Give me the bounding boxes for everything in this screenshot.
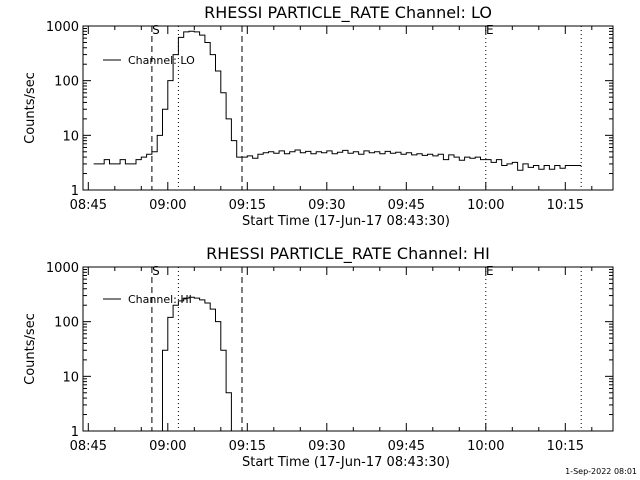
x-tick-label-hi: 09:45 (388, 439, 425, 454)
y-tick-label-hi: 1 (71, 425, 79, 440)
chart-title-lo: RHESSI PARTICLE_RATE Channel: LO (204, 3, 492, 23)
x-axis-label-lo: Start Time (17-Jun-17 08:43:30) (242, 214, 450, 229)
footer-timestamp: 1-Sep-2022 08:01 (565, 467, 637, 476)
x-tick-label-hi: 09:30 (308, 439, 345, 454)
x-tick-label-lo: 09:00 (149, 198, 186, 213)
x-axis-label-hi: Start Time (17-Jun-17 08:43:30) (242, 455, 450, 470)
legend-hi: Channel: HI (103, 293, 192, 306)
x-tick-label-lo: 08:45 (70, 198, 107, 213)
panel-lo: RHESSI PARTICLE_RATE Channel: LO Counts/… (23, 3, 614, 229)
x-tick-label-lo: 10:15 (547, 198, 584, 213)
legend-label-hi: Channel: HI (128, 293, 192, 306)
y-tick-label-lo: 100 (54, 75, 79, 90)
legend-label-lo: Channel: LO (128, 54, 195, 67)
x-tick-label-hi: 09:00 (149, 439, 186, 454)
y-tick-label-lo: 1000 (46, 20, 79, 35)
plot-frame-hi (82, 266, 614, 432)
legend-lo: Channel: LO (103, 54, 195, 67)
x-tick-label-lo: 10:00 (467, 198, 504, 213)
y-axis-label-lo: Counts/sec (23, 72, 38, 144)
panel-hi: RHESSI PARTICLE_RATE Channel: HI Counts/… (23, 244, 614, 470)
x-tick-label-hi: 08:45 (70, 439, 107, 454)
series-lo (93, 30, 582, 171)
chart-title-hi: RHESSI PARTICLE_RATE Channel: HI (206, 244, 490, 264)
x-tick-label-hi: 09:15 (229, 439, 266, 454)
marker-label-lo: S (152, 23, 160, 37)
y-axis-label-hi: Counts/sec (23, 313, 38, 385)
y-tick-label-hi: 100 (54, 316, 79, 331)
y-ticks-lo: 1 10 100 1000 (46, 20, 613, 199)
y-tick-label-hi: 10 (62, 370, 79, 385)
x-tick-label-lo: 09:15 (229, 198, 266, 213)
plot-frame-lo (82, 25, 614, 191)
marker-label-hi: E (486, 264, 494, 278)
x-ticks-lo: 08:45 09:00 09:15 09:30 09:45 10:00 10:15 (70, 26, 593, 213)
x-tick-label-hi: 10:15 (547, 439, 584, 454)
x-tick-label-hi: 10:00 (467, 439, 504, 454)
series-hi (157, 296, 237, 432)
y-tick-label-lo: 10 (62, 129, 79, 144)
x-tick-label-lo: 09:30 (308, 198, 345, 213)
series-line-hi (157, 296, 237, 432)
x-tick-label-lo: 09:45 (388, 198, 425, 213)
y-ticks-hi: 1 10 100 1000 (46, 261, 613, 440)
y-tick-label-lo: 1 (71, 184, 79, 199)
series-line-lo (93, 30, 582, 171)
x-ticks-hi: 08:45 09:00 09:15 09:30 09:45 10:00 10:15 (70, 267, 593, 454)
marker-label-hi: S (152, 264, 160, 278)
y-tick-label-hi: 1000 (46, 261, 79, 276)
marker-label-lo: E (486, 23, 494, 37)
